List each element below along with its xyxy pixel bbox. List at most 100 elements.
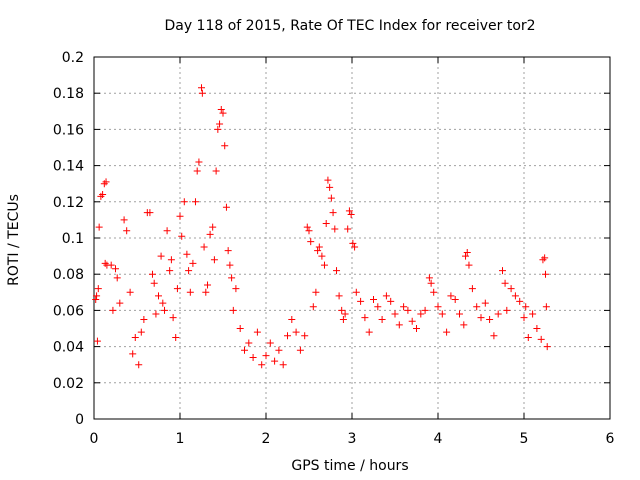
x-tick-label: 3 bbox=[348, 431, 357, 447]
data-point bbox=[314, 247, 322, 255]
data-point bbox=[524, 334, 532, 342]
data-point bbox=[539, 256, 547, 264]
data-point bbox=[185, 267, 193, 275]
data-point bbox=[159, 299, 167, 307]
data-point bbox=[226, 261, 234, 269]
data-point bbox=[533, 325, 541, 332]
data-point bbox=[408, 317, 416, 325]
data-point bbox=[417, 310, 425, 318]
data-point bbox=[131, 334, 139, 342]
data-point bbox=[391, 310, 399, 318]
data-point bbox=[101, 259, 109, 267]
data-point bbox=[347, 210, 355, 218]
data-point bbox=[335, 292, 343, 300]
data-point bbox=[271, 357, 279, 365]
data-point bbox=[95, 223, 103, 231]
data-point bbox=[275, 346, 283, 354]
y-axis-label: ROTI / TECUs bbox=[6, 194, 22, 286]
data-point bbox=[341, 310, 349, 318]
data-point bbox=[193, 167, 201, 175]
y-tick-label: 0.16 bbox=[53, 122, 84, 138]
data-point bbox=[477, 314, 485, 322]
data-point bbox=[245, 339, 253, 347]
data-point bbox=[327, 194, 335, 202]
data-point bbox=[219, 109, 227, 117]
data-point bbox=[204, 281, 212, 289]
y-tick-label: 0.12 bbox=[53, 195, 84, 211]
y-tick-label: 0.02 bbox=[53, 376, 84, 392]
data-point bbox=[166, 267, 174, 275]
data-point bbox=[378, 315, 386, 323]
data-point bbox=[511, 292, 519, 300]
data-point bbox=[216, 120, 224, 128]
data-point bbox=[137, 328, 145, 336]
data-point bbox=[503, 306, 511, 314]
data-point bbox=[404, 306, 412, 314]
data-point bbox=[221, 142, 229, 150]
data-point bbox=[421, 306, 429, 314]
data-point bbox=[173, 285, 181, 293]
data-point bbox=[152, 310, 160, 318]
data-point bbox=[212, 167, 220, 175]
x-tick-label: 6 bbox=[606, 431, 615, 447]
data-point bbox=[305, 227, 313, 235]
data-point bbox=[217, 105, 225, 113]
data-point bbox=[462, 252, 470, 260]
data-point bbox=[112, 265, 119, 273]
data-point bbox=[460, 321, 468, 329]
data-point bbox=[126, 288, 134, 296]
chart-title: Day 118 of 2015, Rate Of TEC Index for r… bbox=[164, 18, 535, 34]
data-point bbox=[318, 252, 326, 260]
data-point bbox=[186, 288, 194, 296]
data-point bbox=[107, 261, 115, 269]
y-tick-label: 0.08 bbox=[53, 267, 84, 283]
x-tick-label: 2 bbox=[262, 431, 271, 447]
data-point bbox=[135, 361, 143, 369]
data-point bbox=[339, 315, 347, 323]
data-point bbox=[542, 303, 550, 311]
data-point bbox=[249, 353, 257, 361]
data-point bbox=[161, 306, 169, 314]
data-point bbox=[329, 209, 337, 217]
data-point bbox=[262, 352, 270, 360]
data-point bbox=[92, 296, 100, 304]
data-point bbox=[352, 288, 360, 296]
data-point bbox=[501, 279, 509, 287]
data-point bbox=[198, 84, 205, 92]
data-point bbox=[284, 332, 291, 340]
data-point bbox=[296, 346, 304, 354]
data-point bbox=[102, 178, 110, 186]
axis-ticks: 0 0.02 0.04 0.06 0.08 0.1 0.12 0.14 0.16 0.18 0.2 0… bbox=[53, 50, 615, 447]
data-point bbox=[253, 328, 261, 336]
data-point bbox=[542, 270, 549, 278]
data-point bbox=[169, 314, 177, 322]
data-point bbox=[499, 267, 506, 275]
data-point bbox=[516, 297, 524, 305]
y-tick-label: 0.04 bbox=[53, 340, 84, 356]
data-point bbox=[481, 299, 489, 307]
data-point bbox=[120, 216, 128, 224]
data-point bbox=[456, 310, 463, 318]
data-point bbox=[400, 303, 408, 311]
data-point bbox=[324, 176, 332, 184]
y-tick-label: 0.06 bbox=[53, 303, 84, 319]
data-point bbox=[507, 285, 515, 293]
data-point bbox=[236, 325, 244, 332]
data-point bbox=[338, 306, 346, 314]
data-point bbox=[434, 303, 442, 311]
data-point bbox=[443, 328, 451, 336]
data-point bbox=[374, 303, 382, 311]
grid-lines bbox=[94, 57, 610, 419]
data-points bbox=[92, 84, 551, 369]
y-tick-label: 0.18 bbox=[53, 86, 84, 102]
data-point bbox=[486, 315, 494, 323]
x-tick-label: 4 bbox=[434, 431, 443, 447]
data-point bbox=[430, 288, 438, 296]
data-point bbox=[93, 292, 101, 300]
data-point bbox=[427, 279, 435, 287]
data-point bbox=[200, 243, 208, 251]
data-point bbox=[315, 243, 323, 251]
data-point bbox=[94, 285, 102, 293]
data-point bbox=[490, 332, 498, 340]
